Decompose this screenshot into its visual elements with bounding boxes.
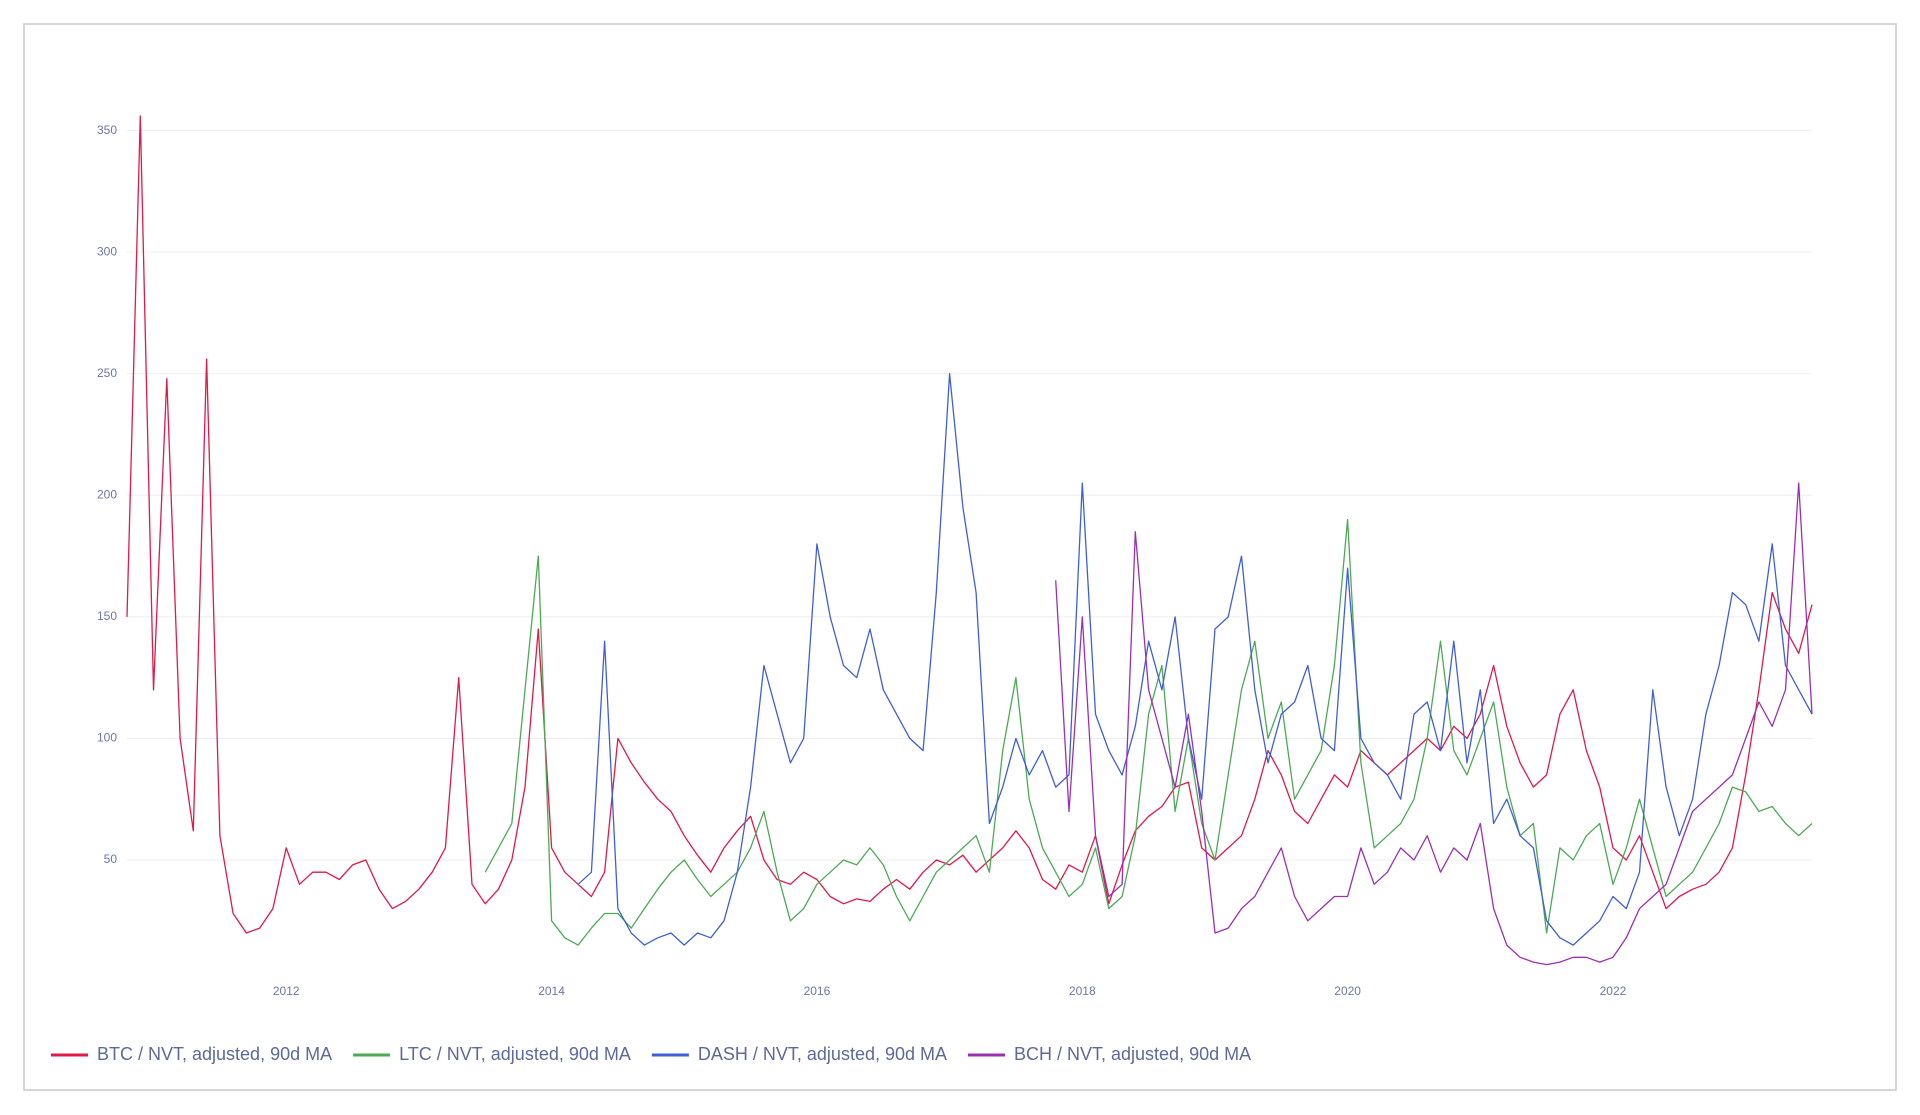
series-line [126, 115, 1813, 934]
x-tick-label: 2020 [1334, 984, 1361, 998]
x-tick-label: 2016 [804, 984, 831, 998]
y-tick-label: 250 [97, 366, 117, 380]
y-tick-label: 150 [97, 609, 117, 623]
x-tick-label: 2018 [1069, 984, 1096, 998]
y-tick-label: 100 [97, 731, 117, 745]
y-tick-label: 300 [97, 244, 117, 258]
legend-label: BTC / NVT, adjusted, 90d MA [97, 1044, 332, 1064]
legend-label: DASH / NVT, adjusted, 90d MA [698, 1044, 947, 1064]
y-tick-label: 350 [97, 123, 117, 137]
y-tick-label: 200 [97, 487, 117, 501]
x-tick-label: 2014 [538, 984, 565, 998]
legend-label: BCH / NVT, adjusted, 90d MA [1014, 1044, 1251, 1064]
series-line [1055, 482, 1813, 966]
series-line [577, 373, 1813, 946]
chart-frame [23, 23, 1897, 1091]
legend-label: LTC / NVT, adjusted, 90d MA [399, 1044, 631, 1064]
y-tick-label: 50 [104, 852, 118, 866]
x-tick-label: 2012 [273, 984, 300, 998]
x-tick-label: 2022 [1600, 984, 1627, 998]
series-line [484, 518, 1813, 946]
